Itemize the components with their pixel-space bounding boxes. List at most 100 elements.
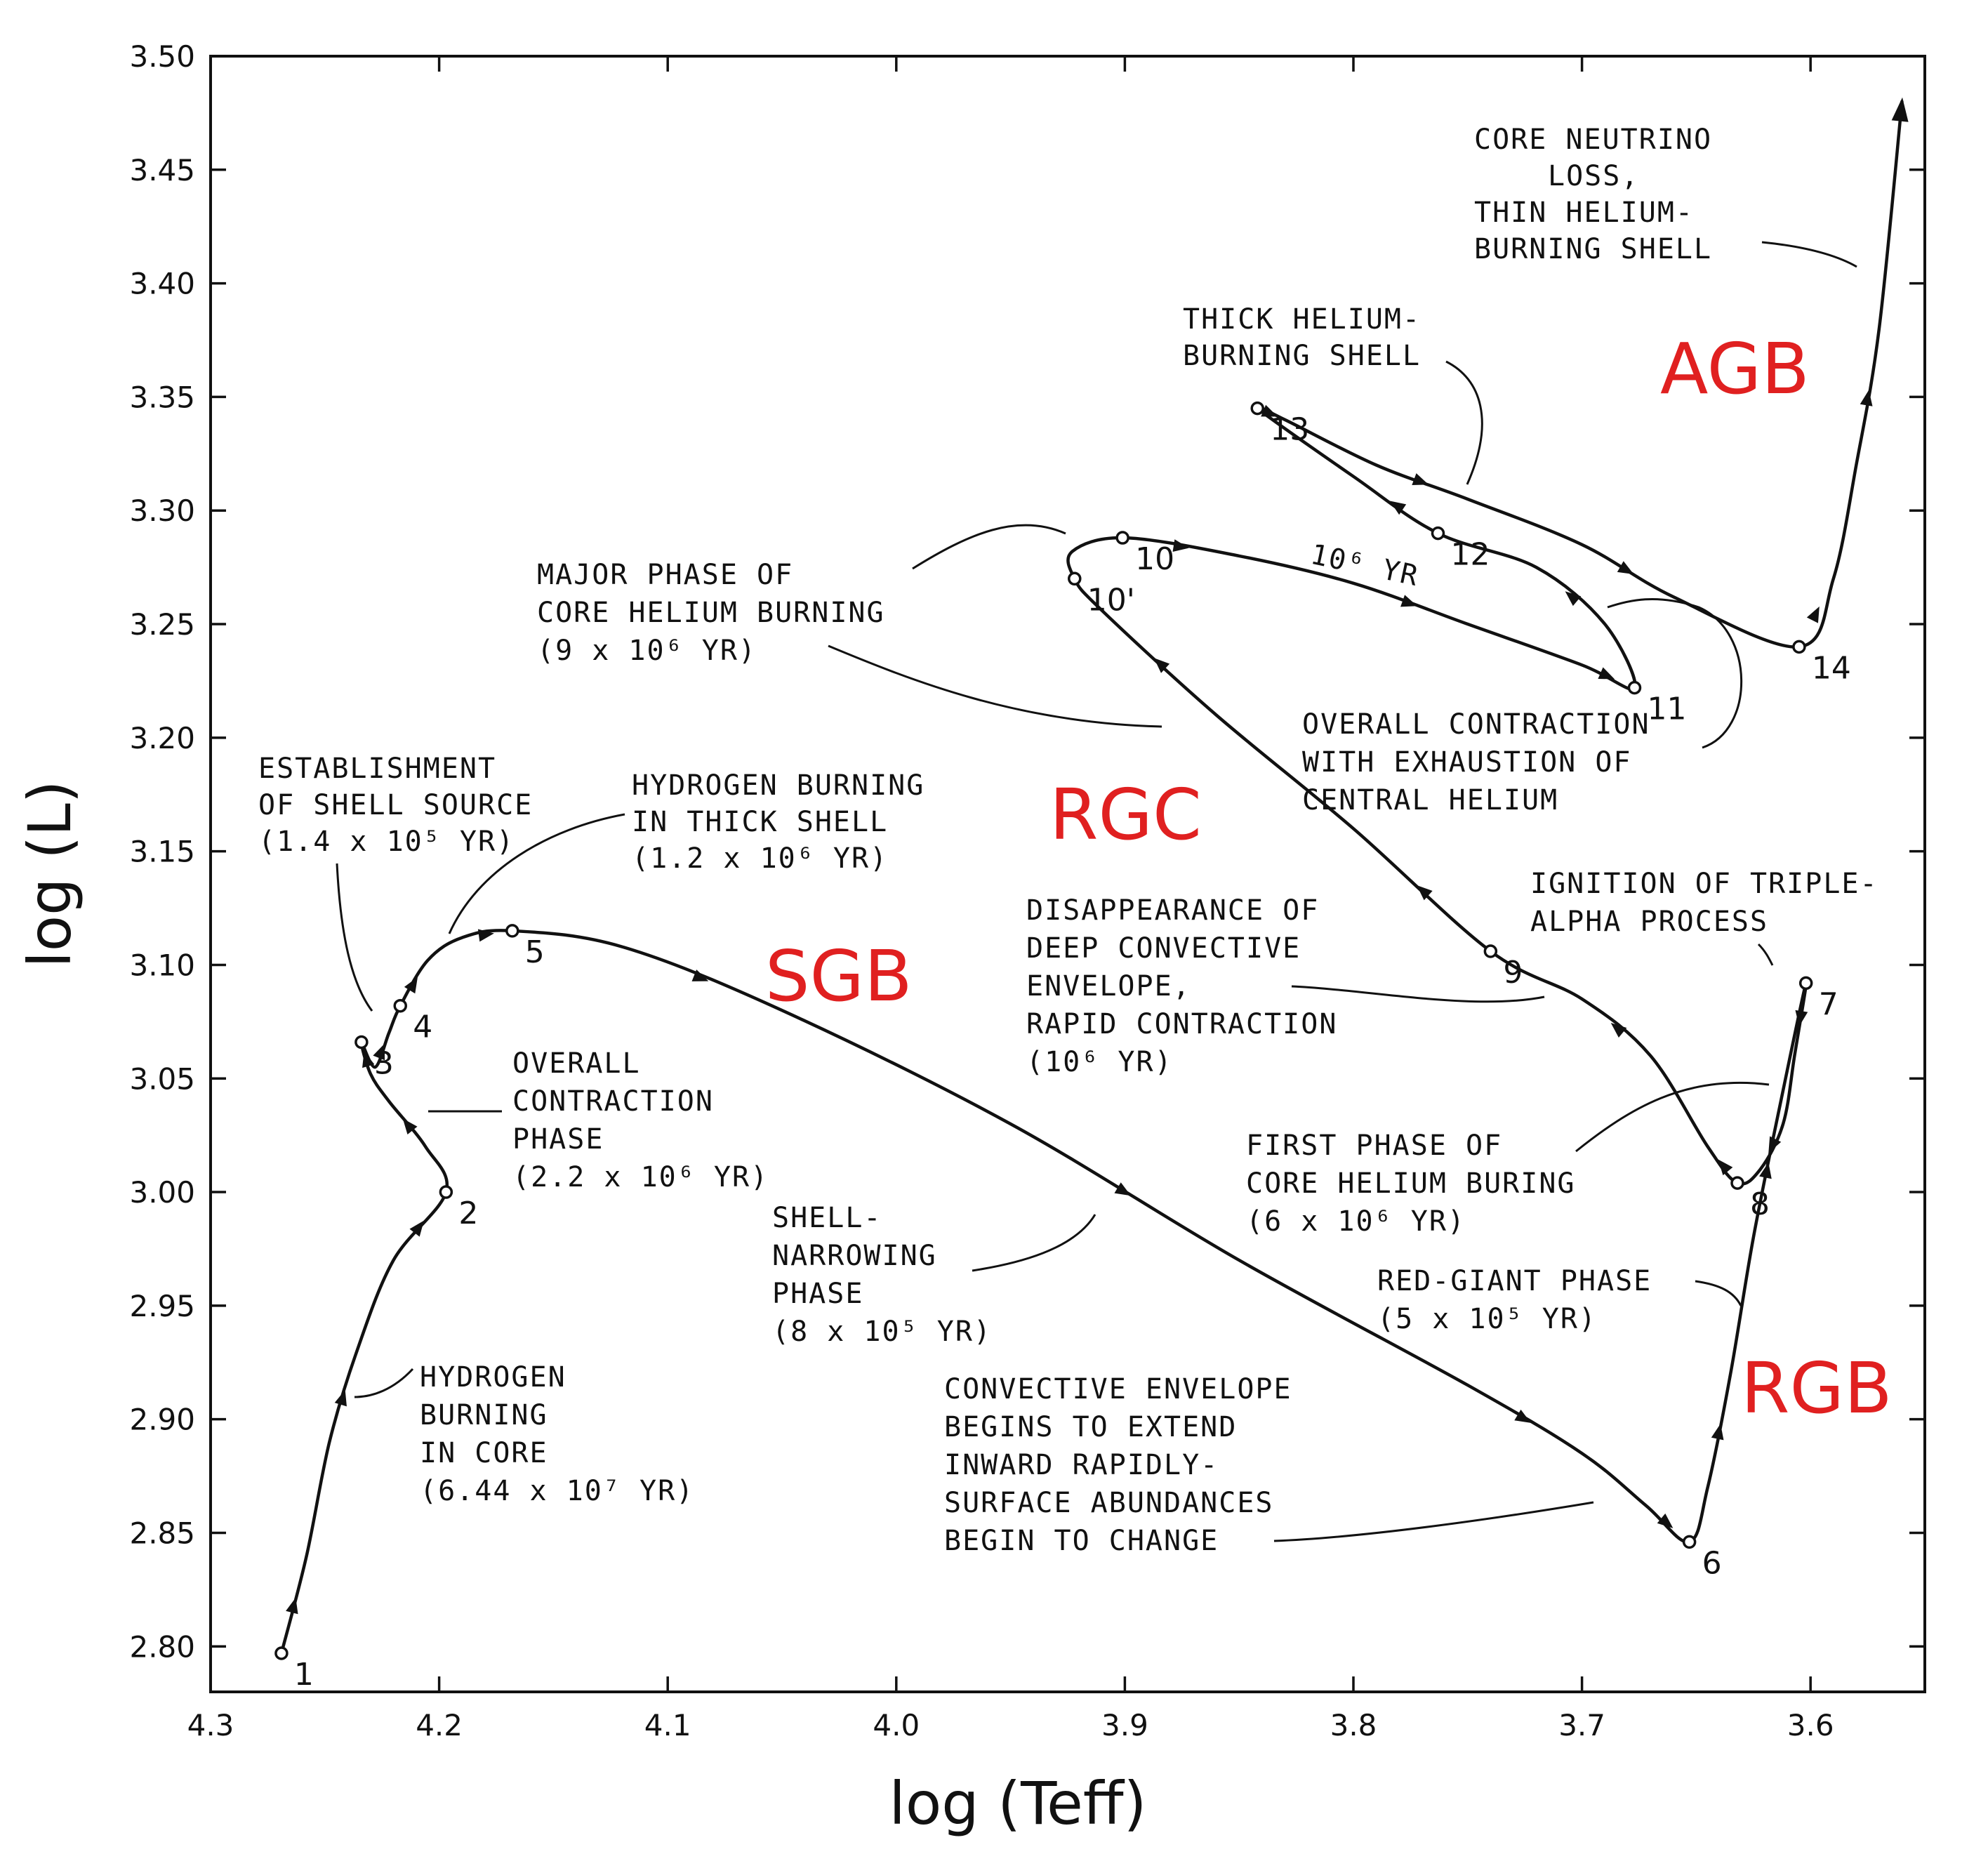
leader-major-helium [828, 644, 1162, 728]
y-tick-label: 2.85 [129, 1516, 195, 1550]
phase-labels: SGB RGB RGC AGB [765, 328, 1893, 1429]
leader-thick-helium [1445, 360, 1483, 485]
axes: 4.3 4.2 4.1 4.0 3.9 3.8 3.7 3.6 2.80 2.85 2.90 2.9… [15, 39, 1926, 1838]
track-point-4 [393, 998, 407, 1013]
track-point-13 [1250, 401, 1264, 416]
direction-arrow [1657, 1513, 1674, 1528]
direction-arrow [1759, 1162, 1772, 1179]
track-point-8 [1730, 1176, 1744, 1190]
leader-exhaustion [1607, 597, 1743, 749]
x-tick-label: 4.3 [187, 1708, 234, 1742]
direction-arrow [1172, 539, 1189, 552]
track-point-9 [1483, 944, 1498, 958]
track-point-label: 9 [1503, 955, 1523, 991]
y-tick-label: 2.80 [129, 1629, 195, 1664]
direction-arrow [1860, 390, 1873, 406]
annotations: ESTABLISHMENT OF SHELL SOURCE (1.4 x 10⁵… [258, 124, 1897, 1557]
track-point-label: 10 [1135, 541, 1174, 577]
leader-core-burning [354, 1368, 414, 1398]
ann-thick-shell: HYDROGEN BURNING IN THICK SHELL (1.2 x 1… [632, 769, 943, 875]
ann-timescale-10-6: 10⁶ YR [1308, 538, 1422, 593]
x-tick-label: 4.1 [644, 1708, 691, 1742]
track-point-label: 6 [1702, 1545, 1722, 1581]
y-tick-label: 3.25 [129, 607, 195, 642]
y-tick-label: 3.30 [129, 494, 195, 528]
x-tick-label: 4.2 [416, 1708, 463, 1742]
direction-arrow [409, 1220, 425, 1237]
y-tick-label: 2.95 [129, 1289, 195, 1323]
leader-neutrino [1761, 241, 1857, 268]
direction-arrow [1610, 1023, 1627, 1038]
track-point-2 [439, 1185, 453, 1199]
track-point-10 [1115, 531, 1129, 545]
direction-arrow [286, 1597, 298, 1615]
track-point-label: 8 [1750, 1186, 1770, 1222]
ann-neutrino: CORE NEUTRINO LOSS, THIN HELIUM- BURNING… [1474, 124, 1730, 265]
track-point-label: 11 [1647, 691, 1686, 727]
x-tick-label: 4.0 [873, 1708, 920, 1742]
ann-convective-envelope: CONVECTIVE ENVELOPE BEGINS TO EXTEND INW… [944, 1373, 1311, 1557]
direction-arrow [1412, 473, 1429, 486]
leader-shell-narrowing [972, 1214, 1096, 1272]
ann-establishment: ESTABLISHMENT OF SHELL SOURCE (1.4 x 10⁵… [258, 753, 551, 858]
leader-triple-alpha [1757, 943, 1774, 966]
y-tick-label: 3.35 [129, 380, 195, 414]
track-point-6 [1682, 1535, 1697, 1549]
y-tick-label: 3.00 [129, 1175, 195, 1210]
direction-arrow [1718, 1159, 1733, 1176]
phase-label-agb: AGB [1660, 328, 1810, 410]
direction-arrow [1389, 501, 1407, 515]
leader-thick-shell [448, 813, 625, 934]
phase-label-sgb: SGB [765, 935, 913, 1017]
leader-red-giant [1695, 1280, 1742, 1306]
track-point-label: 1 [294, 1657, 314, 1693]
ann-red-giant: RED-GIANT PHASE (5 x 10⁵ YR) [1377, 1265, 1670, 1335]
y-tick-label: 2.90 [129, 1403, 195, 1437]
phase-label-rgc: RGC [1049, 774, 1202, 856]
direction-arrow [402, 1118, 418, 1134]
direction-arrow [362, 1051, 375, 1068]
x-axis-ticks: 4.3 4.2 4.1 4.0 3.9 3.8 3.7 3.6 [187, 56, 1834, 1742]
direction-arrow [404, 977, 418, 994]
y-tick-label: 3.15 [129, 835, 195, 869]
direction-arrow [1795, 1010, 1808, 1026]
leader-convective [1273, 1501, 1594, 1542]
leader-first-helium [1575, 1081, 1770, 1153]
direction-arrow [1617, 561, 1634, 574]
track-point-11 [1627, 680, 1642, 695]
track-point-label: 4 [413, 1010, 432, 1045]
direction-arrow [1768, 1136, 1782, 1153]
direction-arrow [691, 969, 709, 981]
leader-major-helium-top [912, 524, 1066, 570]
direction-arrow [1400, 595, 1417, 607]
leader-establishment [336, 863, 373, 1012]
y-tick-label: 3.20 [129, 721, 195, 755]
ann-triple-alpha: IGNITION OF TRIPLE- ALPHA PROCESS [1530, 868, 1897, 938]
x-tick-label: 3.9 [1101, 1708, 1148, 1742]
phase-label-rgb: RGB [1741, 1347, 1893, 1429]
track-point-label: 10' [1087, 582, 1135, 618]
y-tick-label: 3.10 [129, 948, 195, 982]
direction-arrow [1598, 667, 1615, 680]
track-point-label: 2 [458, 1196, 478, 1231]
ann-disappearance: DISAPPEARANCE OF DEEP CONVECTIVE ENVELOP… [1026, 894, 1356, 1078]
ann-first-helium: FIRST PHASE OF CORE HELIUM BURING (6 x 1… [1246, 1130, 1594, 1238]
track-point-14 [1792, 640, 1806, 654]
track-point-label: 5 [525, 934, 545, 970]
track-end-arrow [1891, 97, 1909, 122]
direction-arrow [373, 1043, 385, 1061]
ann-thick-helium: THICK HELIUM- BURNING SHELL [1183, 303, 1439, 372]
y-tick-label: 3.40 [129, 267, 195, 301]
direction-arrow [334, 1389, 347, 1407]
track-point-label: 14 [1812, 650, 1851, 686]
track-point-label: 3 [374, 1045, 394, 1081]
y-tick-label: 3.05 [129, 1061, 195, 1096]
track-point-12 [1431, 526, 1445, 541]
ann-major-helium: MAJOR PHASE OF CORE HELIUM BURNING (9 x … [537, 559, 903, 667]
direction-arrow [1565, 591, 1582, 607]
track-point-7 [1798, 976, 1813, 991]
direction-arrow [1417, 885, 1433, 901]
y-axis-ticks: 2.80 2.85 2.90 2.95 3.00 3.05 3.10 3.15 3.20 3.25… [129, 39, 1925, 1664]
